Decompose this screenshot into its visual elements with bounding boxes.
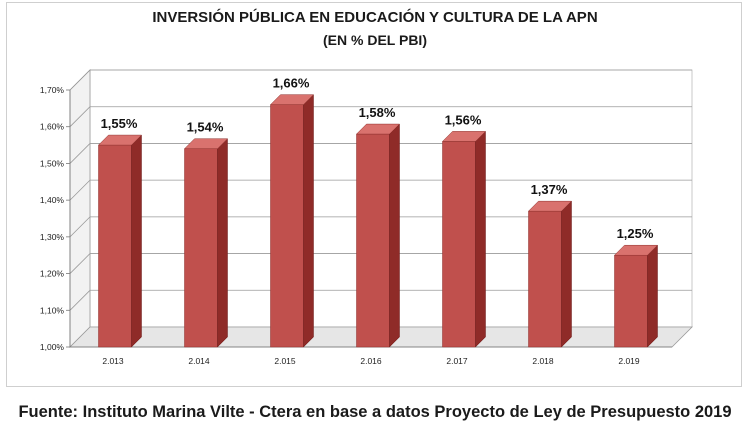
bar	[528, 210, 562, 348]
gridline-side	[69, 69, 91, 91]
gridline-side	[69, 179, 91, 201]
bar-side	[131, 134, 142, 348]
gridline-side	[69, 290, 91, 311]
bar	[356, 133, 390, 348]
y-tick-label: 1,20%	[40, 269, 65, 279]
y-tick-label: 1,30%	[40, 232, 65, 242]
x-tick-label: 2.015	[274, 356, 296, 366]
gridline-side	[69, 106, 91, 127]
data-label: 1,55%	[101, 116, 138, 131]
bar	[270, 104, 304, 348]
bar-side	[217, 138, 228, 348]
bar	[614, 254, 648, 348]
plot-side-wall	[69, 69, 91, 348]
bar-top	[269, 94, 315, 105]
chart-subtitle: (EN % DEL PBI)	[323, 32, 427, 48]
x-tick-label: 2.014	[188, 356, 210, 366]
x-tick-label: 2.019	[618, 356, 640, 366]
x-tick-label: 2.013	[102, 356, 124, 366]
bar-top	[441, 131, 487, 142]
y-tick-label: 1,40%	[40, 195, 65, 205]
data-label: 1,66%	[273, 76, 310, 91]
x-tick-label: 2.016	[360, 356, 382, 366]
bar-side	[647, 244, 658, 348]
data-label: 1,25%	[617, 226, 654, 241]
chart-title: INVERSIÓN PÚBLICA EN EDUCACIÓN Y CULTURA…	[152, 9, 598, 26]
bar-side	[389, 123, 400, 348]
x-tick-label: 2.018	[532, 356, 554, 366]
bar-side	[475, 130, 486, 348]
bar-top	[527, 200, 573, 212]
gridline-side	[69, 216, 91, 238]
data-label: 1,37%	[531, 182, 568, 197]
bar-top	[183, 138, 229, 149]
bar	[184, 148, 218, 348]
bar-side	[561, 200, 572, 348]
bar-side	[303, 94, 314, 348]
gridline-side	[69, 143, 91, 164]
y-tick-label: 1,60%	[40, 122, 65, 132]
gridline-side	[69, 253, 91, 274]
data-label: 1,58%	[359, 105, 396, 120]
data-label: 1,54%	[187, 120, 224, 135]
data-label: 1,56%	[445, 112, 482, 127]
y-tick-label: 1,00%	[40, 342, 65, 352]
y-tick-label: 1,10%	[40, 305, 65, 315]
bar-top	[613, 244, 659, 256]
y-tick-label: 1,50%	[40, 158, 65, 168]
y-tick-label: 1,70%	[40, 85, 65, 95]
bar	[442, 141, 476, 348]
source-note: Fuente: Instituto Marina Vilte - Ctera e…	[18, 403, 732, 421]
x-tick-label: 2.017	[446, 356, 468, 366]
bar	[98, 144, 132, 348]
bar-top	[97, 134, 143, 146]
bar-top	[355, 123, 401, 135]
